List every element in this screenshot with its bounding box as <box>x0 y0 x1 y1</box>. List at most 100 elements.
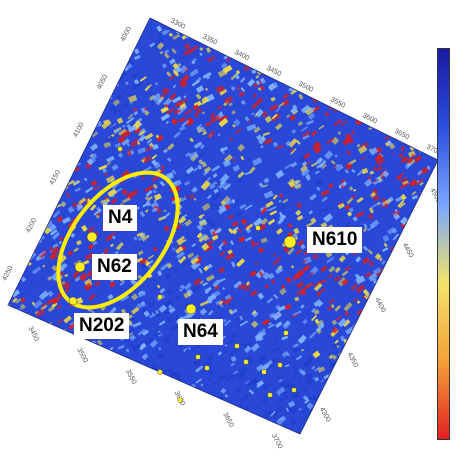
texture-cell <box>99 26 105 31</box>
texture-cell <box>417 221 421 225</box>
texture-cell <box>429 180 433 184</box>
texture-cell <box>360 81 371 91</box>
texture-cell <box>327 273 333 279</box>
texture-cell <box>144 185 154 193</box>
texture-cell <box>264 54 273 63</box>
texture-cell <box>412 68 418 74</box>
texture-cell <box>345 133 352 140</box>
texture-cell <box>368 23 375 30</box>
texture-cell <box>262 383 267 389</box>
texture-cell <box>148 313 156 319</box>
texture-cell <box>15 139 22 147</box>
texture-cell <box>243 345 252 353</box>
texture-cell <box>35 134 42 142</box>
texture-cell <box>151 159 158 166</box>
texture-cell <box>430 209 436 215</box>
texture-cell <box>276 51 285 58</box>
texture-cell <box>218 117 229 128</box>
texture-cell <box>410 92 418 101</box>
texture-cell <box>317 366 326 373</box>
texture-cell <box>331 319 338 326</box>
texture-cell <box>36 394 44 401</box>
texture-cell <box>276 386 286 396</box>
texture-cell <box>76 73 87 82</box>
texture-cell <box>190 257 199 265</box>
texture-cell <box>340 119 348 127</box>
texture-cell <box>195 76 202 84</box>
texture-cell <box>94 59 103 68</box>
texture-cell <box>272 310 283 321</box>
texture-cell <box>298 54 308 62</box>
texture-cell <box>378 405 385 412</box>
well-dot <box>157 294 163 300</box>
texture-cell <box>156 25 163 32</box>
texture-cell <box>322 208 328 213</box>
texture-cell <box>220 200 226 206</box>
texture-cell <box>276 169 283 177</box>
texture-cell <box>412 119 418 125</box>
texture-cell <box>258 427 268 434</box>
texture-cell <box>265 359 273 368</box>
texture-cell <box>93 379 102 388</box>
texture-cell <box>92 367 101 376</box>
texture-cell <box>334 18 344 25</box>
texture-cell <box>253 217 263 228</box>
texture-cell <box>365 393 372 400</box>
texture-cell <box>78 272 88 282</box>
texture-cell <box>20 119 25 123</box>
texture-cell <box>57 318 64 325</box>
texture-cell <box>377 201 381 206</box>
texture-cell <box>323 426 331 432</box>
texture-cell <box>201 404 209 412</box>
texture-cell <box>109 243 115 248</box>
texture-cell <box>301 348 304 352</box>
texture-cell <box>49 340 55 348</box>
texture-cell <box>403 50 410 57</box>
texture-cell <box>430 261 436 268</box>
left-tick-label: 4100 <box>72 121 85 138</box>
texture-cell <box>379 359 383 363</box>
texture-cell <box>423 259 429 264</box>
texture-cell <box>431 264 436 269</box>
texture-cell <box>161 396 166 401</box>
texture-cell <box>381 359 385 364</box>
bottom-tick-label: 3450 <box>27 325 41 342</box>
texture-cell <box>409 126 418 135</box>
texture-cell <box>172 96 182 104</box>
texture-cell <box>238 366 249 376</box>
texture-cell <box>22 373 30 381</box>
texture-cell <box>292 110 299 115</box>
well-dot-n202 <box>68 296 78 306</box>
texture-cell <box>106 135 114 143</box>
texture-cell <box>251 320 259 328</box>
texture-cell <box>331 29 336 34</box>
texture-cell <box>335 416 341 422</box>
texture-cell <box>171 48 177 54</box>
texture-cell <box>275 304 281 311</box>
well-dot <box>291 387 297 393</box>
texture-cell <box>387 226 397 235</box>
texture-cell <box>344 310 350 317</box>
texture-cell <box>81 224 88 232</box>
texture-cell <box>171 118 179 126</box>
texture-cell <box>155 97 164 106</box>
texture-cell <box>2 207 6 211</box>
texture-cell <box>138 342 147 351</box>
texture-cell <box>377 124 381 128</box>
texture-cell <box>261 411 269 419</box>
texture-cell <box>337 68 342 73</box>
texture-cell <box>38 320 44 326</box>
texture-cell <box>165 417 171 423</box>
texture-cell <box>308 60 313 66</box>
texture-cell <box>49 367 56 375</box>
texture-cell <box>64 435 70 441</box>
texture-cell <box>347 56 355 64</box>
texture-cell <box>348 67 356 75</box>
texture-cell <box>229 137 234 142</box>
texture-cell <box>340 80 350 89</box>
texture-cell <box>164 103 169 108</box>
texture-cell <box>417 112 422 118</box>
well-markers <box>68 146 297 403</box>
texture-cell <box>293 370 298 375</box>
texture-cell <box>70 429 75 434</box>
